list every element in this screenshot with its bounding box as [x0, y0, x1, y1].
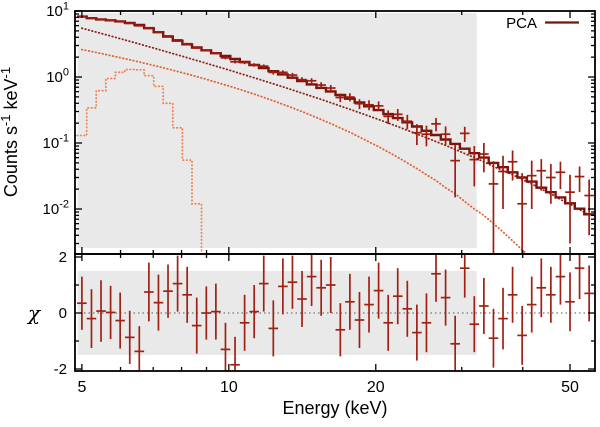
y-axis-title-counts: Counts s-1 keV-1 [0, 67, 21, 197]
chi-tick-label: -2 [54, 361, 67, 378]
y-tick-label: 10-1 [43, 133, 69, 153]
residual-points [75, 254, 595, 371]
x-axis-title: Energy (keV) [282, 398, 387, 418]
iron-line-component-curve [76, 68, 203, 254]
residual-shaded-band [77, 271, 477, 355]
x-tick-label: 20 [367, 379, 385, 396]
axes-and-ticks [74, 10, 596, 372]
x-tick-label: 10 [220, 379, 238, 396]
pca-data-points [77, 15, 594, 254]
chi-tick-label: 0 [59, 305, 67, 322]
top-shaded-band [77, 13, 477, 248]
y-tick-label: 100 [46, 67, 69, 87]
soft-component-curve [81, 48, 529, 254]
y-tick-label: 101 [46, 1, 69, 21]
fit-band-shading [77, 13, 477, 355]
legend-pca-label: PCA [506, 15, 537, 32]
total-model-curve [77, 15, 594, 216]
comptonization-component-curve [81, 27, 590, 216]
legend: PCA [506, 15, 579, 32]
x-tick-label: 5 [77, 379, 86, 396]
y-tick-label: 10-2 [43, 199, 69, 219]
model-curves [76, 15, 594, 254]
chi-tick-label: 2 [59, 249, 67, 266]
y-axis-title-chi: χ [26, 301, 42, 325]
x-tick-label: 50 [561, 379, 579, 396]
